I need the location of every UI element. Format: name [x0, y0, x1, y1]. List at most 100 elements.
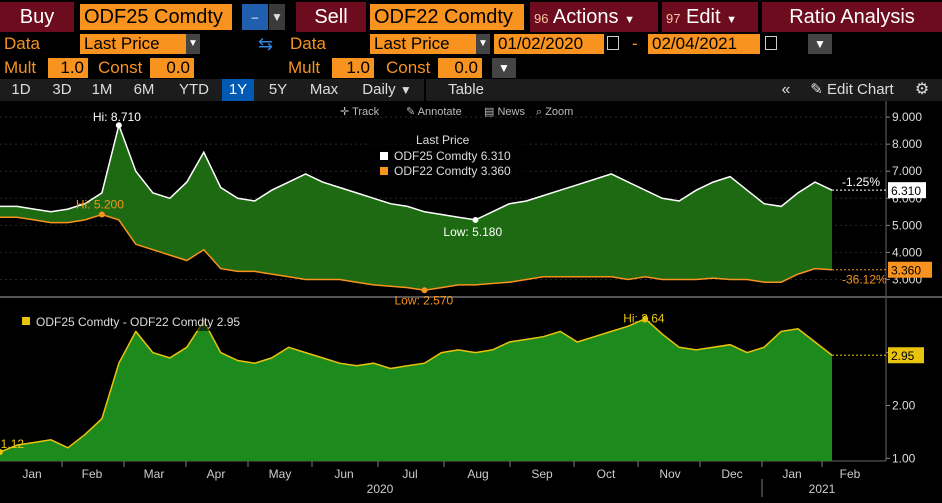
collapse-icon[interactable]: « [781, 81, 791, 98]
legend-swatch-buy [380, 152, 388, 160]
gear-icon[interactable]: ⚙ [914, 81, 930, 98]
chevron-down-icon[interactable]: ▼ [269, 4, 285, 30]
const-field-sell[interactable]: 0.0 [438, 58, 482, 78]
chevron-down-icon[interactable]: ▼ [476, 34, 490, 54]
sell-ticker-field[interactable]: ODF22 Comdty [370, 4, 524, 30]
chevron-down-icon[interactable]: ▼ [186, 34, 200, 54]
x-tick-label: Jan [782, 467, 801, 481]
tool-track[interactable]: ✛ Track [340, 106, 380, 118]
hi-sell-marker [98, 211, 105, 218]
spread-area [0, 318, 832, 461]
low-sell-label: Low: 2.570 [394, 293, 453, 307]
x-tick-label: Jun [334, 467, 353, 481]
series-line-odf22 [0, 213, 833, 292]
table-button[interactable]: Table [448, 81, 484, 98]
tool-zoom[interactable]: ⌕ Zoom [536, 106, 573, 118]
low-buy-marker [472, 216, 479, 223]
x-tick-label: Feb [840, 467, 861, 481]
end-date-field[interactable]: 02/04/2021 [648, 34, 760, 54]
divider [424, 79, 426, 101]
y-tick-label: 8.000 [892, 137, 922, 151]
last-value-sell: 3.360 [891, 264, 921, 278]
last-value-box-buy [888, 182, 926, 199]
calendar-icon[interactable] [607, 36, 619, 50]
spread-line [0, 317, 833, 453]
x-tick-label: Aug [467, 467, 488, 481]
y-tick-label: 5.000 [892, 218, 922, 232]
data-label-2: Data [290, 34, 326, 53]
range-button-max[interactable]: Max [309, 81, 339, 98]
x-tick-label: Nov [659, 467, 680, 481]
mult-label: Mult [4, 58, 37, 77]
swap-icon[interactable]: ⇆ [258, 34, 274, 54]
range-button-1d[interactable]: 1D [11, 81, 31, 98]
x-tick-label: Feb [82, 467, 103, 481]
x-tick-label: May [269, 467, 292, 481]
data-field-buy[interactable]: Last Price [80, 34, 186, 54]
filter-icon[interactable]: ▼ [492, 58, 516, 78]
const-field-buy[interactable]: 0.0 [150, 58, 194, 78]
hi-buy-marker [115, 122, 122, 129]
range-button-3d[interactable]: 3D [52, 81, 72, 98]
legend-box [368, 129, 528, 185]
period-dropdown[interactable]: Daily ▼ [352, 79, 422, 101]
spread-fill [0, 125, 832, 291]
range-button-5y[interactable]: 5Y [268, 81, 288, 98]
range-button-1y[interactable]: 1Y [222, 79, 254, 101]
operator-dropdown[interactable]: – [242, 4, 268, 30]
low-spread-label: Low: 1.12 [0, 437, 24, 451]
order-bar: Buy ODF25 Comdty – ▼ Sell ODF22 Comdty 9… [0, 0, 942, 34]
chevron-down-icon: ▼ [726, 14, 737, 26]
range-button-6m[interactable]: 6M [133, 81, 155, 98]
period-label: Daily [362, 81, 396, 98]
data-field-sell[interactable]: Last Price [370, 34, 476, 54]
edit-number: 97 [666, 11, 681, 26]
mult-field-sell[interactable]: 1.0 [332, 58, 374, 78]
low-buy-label: Low: 5.180 [443, 225, 502, 239]
date-separator: - [632, 34, 638, 53]
buy-ticker-field[interactable]: ODF25 Comdty [80, 4, 232, 30]
hi-buy-label: Hi: 8.710 [93, 110, 141, 124]
x-tick-label: Jan [22, 467, 41, 481]
legend-box-spread [6, 313, 252, 331]
hi-sell-label: Hi: 5.200 [76, 198, 124, 212]
chart-toolbar: 1D 3D 1M 6M YTD 1Y 5Y Max Daily ▼ Table « ✎ Edi… [0, 79, 942, 101]
tool-news[interactable]: ▤ News [484, 106, 525, 118]
legend-entry-buy: ODF25 Comdty 6.310 [394, 149, 511, 163]
range-button-ytd[interactable]: YTD [179, 81, 209, 98]
chart-area[interactable]: 9.0008.0007.0006.0005.0004.0003.0003.002… [0, 101, 942, 503]
y-tick-label: 7.000 [892, 164, 922, 178]
x-tick-label: Mar [144, 467, 165, 481]
calendar-icon[interactable] [765, 36, 777, 50]
tool-annotate[interactable]: ✎ Annotate [406, 106, 462, 118]
buy-label: Buy [0, 2, 74, 32]
legend-entry-spread: ODF25 Comdty - ODF22 Comdty 2.95 [36, 315, 240, 329]
edit-label: Edit [686, 6, 721, 28]
actions-menu[interactable]: 96 Actions ▼ [530, 2, 658, 32]
low-sell-marker [421, 287, 428, 294]
year-label-2021: 2021 [809, 482, 836, 496]
chevron-down-icon: ▼ [624, 14, 635, 26]
legend-entry-sell: ODF22 Comdty 3.360 [394, 164, 511, 178]
pencil-icon: ✎ [810, 81, 823, 98]
start-date-field[interactable]: 01/02/2020 [494, 34, 604, 54]
y-tick-label: 4.000 [892, 245, 922, 259]
edit-chart-label: Edit Chart [827, 81, 894, 98]
y-tick-label: 1.00 [892, 451, 916, 465]
filter-icon[interactable]: ▼ [808, 34, 832, 54]
ratio-analysis-button[interactable]: Ratio Analysis [762, 2, 942, 32]
x-tick-label: Oct [597, 467, 616, 481]
hi-spread-label: Hi: 3.64 [623, 312, 665, 326]
sell-label: Sell [296, 2, 366, 32]
data-row: Data Last Price ▼ ⇆ Data Last Price ▼ 01… [0, 32, 942, 56]
x-tick-label: Apr [207, 467, 226, 481]
x-tick-label: Dec [721, 467, 742, 481]
edit-chart-button[interactable]: ✎ Edit Chart [800, 79, 904, 101]
y-tick-label: 9.000 [892, 110, 922, 124]
pct-change-sell: -36.12% [842, 273, 887, 287]
edit-menu[interactable]: 97 Edit ▼ [662, 2, 758, 32]
const-label: Const [98, 58, 143, 77]
range-button-1m[interactable]: 1M [91, 81, 113, 98]
x-tick-label: Sep [531, 467, 553, 481]
mult-field-buy[interactable]: 1.0 [48, 58, 88, 78]
